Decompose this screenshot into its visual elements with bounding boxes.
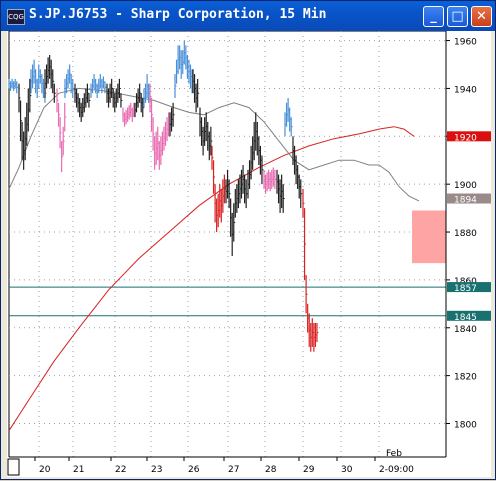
price-marker-label: 1894	[454, 196, 477, 206]
x-tick-label: 23	[151, 465, 162, 475]
x-tick-label: 26	[188, 465, 200, 475]
title-bar[interactable]: CQG S.JP.J6753 - Sharp Corporation, 15 M…	[1, 1, 495, 31]
price-marker	[447, 131, 491, 142]
price-marker	[447, 193, 491, 204]
x-tick-label: 28	[265, 465, 277, 475]
x-tick-label: 2-09:00	[379, 465, 414, 475]
maximize-button[interactable]: □	[447, 6, 468, 27]
month-label: Feb	[386, 449, 402, 459]
close-button[interactable]: ✕	[471, 6, 492, 27]
x-axis	[7, 457, 491, 477]
y-tick-label: 1800	[454, 420, 477, 430]
x-tick-label: 27	[228, 465, 239, 475]
x-tick-label: 20	[39, 465, 51, 475]
minimize-button[interactable]: _	[423, 6, 444, 27]
price-marker	[447, 282, 491, 293]
x-tick-label: 30	[341, 465, 353, 475]
y-tick-label: 1940	[454, 85, 477, 95]
price-marker	[447, 310, 491, 321]
y-tick-label: 1900	[454, 181, 477, 191]
window-title: S.JP.J6753 - Sharp Corporation, 15 Min	[29, 7, 327, 22]
price-marker-label: 1920	[454, 133, 477, 143]
y-tick-label: 1960	[454, 38, 477, 48]
x-tick-label: 21	[73, 465, 84, 475]
price-marker-label: 1857	[454, 284, 477, 294]
chart-area[interactable]: 1800182018401860188019001920194019601920…	[7, 30, 491, 477]
y-tick-label: 1840	[454, 325, 477, 335]
y-axis	[446, 31, 491, 457]
price-chart[interactable]: 1800182018401860188019001920194019601920…	[7, 30, 491, 477]
x-tick-label: 29	[303, 465, 315, 475]
y-tick-label: 1820	[454, 373, 477, 383]
fast-moving-average	[8, 87, 420, 202]
y-tick-label: 1880	[454, 229, 477, 239]
x-tick-label: 22	[115, 465, 126, 475]
y-tick-label: 1860	[454, 277, 477, 287]
app-icon[interactable]: CQG	[7, 9, 25, 25]
corner-box[interactable]	[7, 458, 20, 476]
price-marker-label: 1845	[454, 313, 477, 323]
